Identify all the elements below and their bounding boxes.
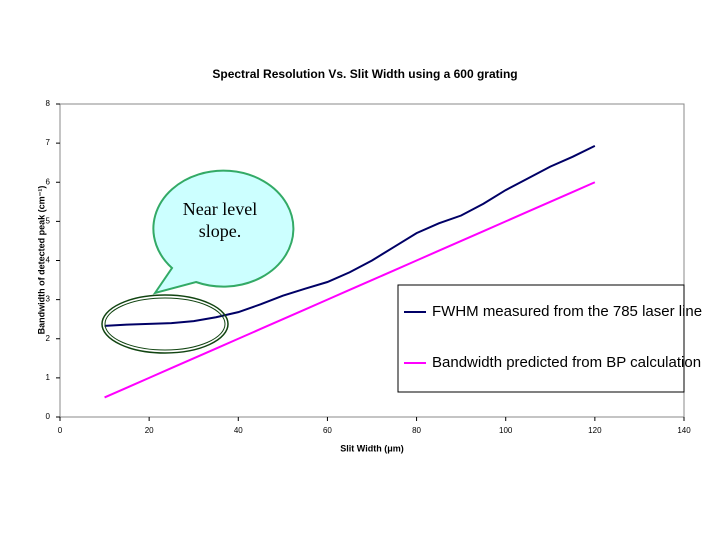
y-axis-label: Bandwidth of detected peak (cm⁻¹) [36, 186, 46, 335]
y-tick-label: 0 [46, 412, 51, 421]
series-line [104, 144, 596, 327]
y-tick-label: 5 [46, 216, 51, 225]
y-tick-label: 4 [46, 256, 51, 265]
speech-bubble [152, 169, 295, 295]
legend-label: FWHM measured from the 785 laser line [432, 303, 702, 320]
x-tick-label: 0 [58, 426, 63, 435]
x-tick-label: 40 [234, 426, 243, 435]
y-tick-label: 6 [46, 177, 51, 186]
legend-label: Bandwidth predicted from BP calculation [432, 354, 701, 371]
x-tick-label: 140 [677, 426, 691, 435]
x-tick-label: 100 [499, 426, 513, 435]
x-axis-label: Slit Width (μm) [340, 443, 403, 453]
legend-box [397, 284, 685, 393]
x-tick-label: 120 [588, 426, 602, 435]
x-tick-label: 80 [412, 426, 421, 435]
highlight-ellipse [101, 294, 229, 354]
y-tick-label: 1 [46, 373, 51, 382]
x-tick-label: 20 [145, 426, 154, 435]
y-tick-label: 3 [46, 295, 51, 304]
y-tick-label: 8 [46, 99, 51, 108]
chart-title: Spectral Resolution Vs. Slit Width using… [212, 67, 517, 81]
x-tick-label: 60 [323, 426, 332, 435]
y-tick-label: 7 [46, 138, 51, 147]
highlight-ellipse [104, 297, 226, 351]
annotation: Near level slope. [182, 199, 258, 241]
y-tick-label: 2 [46, 334, 51, 343]
series-line [104, 181, 596, 399]
